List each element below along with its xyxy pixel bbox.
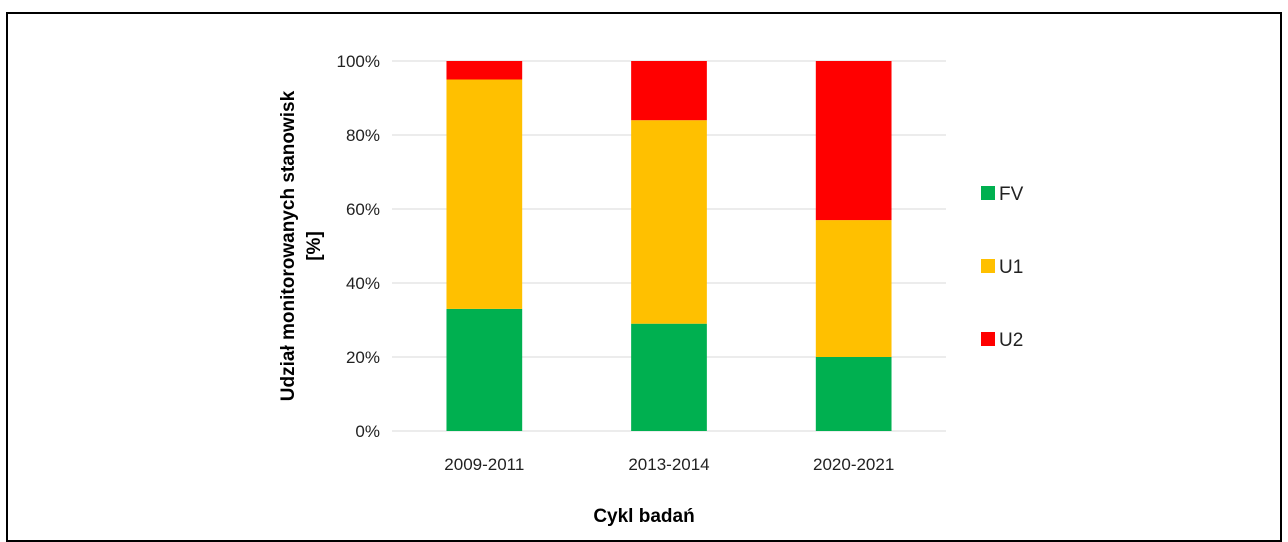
bar-fv-2009-2011	[446, 308, 523, 431]
legend-swatch-u1	[981, 259, 995, 273]
y-tick-labels: 0% 20% 40% 60% 80% 100%	[337, 52, 380, 441]
x-tick-label: 2020-2021	[813, 455, 894, 474]
x-tick-label: 2009-2011	[444, 455, 524, 474]
legend-label-fv: FV	[999, 184, 1024, 205]
bar-fv-2013-2014	[631, 323, 707, 431]
y-tick-label: 80%	[346, 126, 380, 145]
bar-u1-2020-2021	[815, 220, 892, 357]
x-tick-label: 2013-2014	[628, 455, 709, 474]
bar-u2-2009-2011	[446, 61, 523, 80]
legend: FV U1 U2	[981, 184, 1024, 351]
y-axis-title-line-1: Udział monitorowanych stanowisk	[278, 90, 299, 401]
y-tick-label: 0%	[355, 422, 380, 441]
y-tick-label: 20%	[346, 348, 380, 367]
bar-fv-2020-2021	[815, 357, 892, 431]
legend-swatch-fv	[981, 186, 995, 200]
bar-u2-2013-2014	[631, 61, 707, 121]
y-tick-label: 60%	[346, 200, 380, 219]
bars	[446, 61, 892, 431]
x-axis-title: Cykl badań	[593, 506, 694, 527]
bar-u1-2009-2011	[446, 79, 523, 309]
bar-u2-2020-2021	[815, 61, 892, 221]
legend-swatch-u2	[981, 332, 995, 346]
bar-u1-2013-2014	[631, 120, 707, 324]
y-axis-title-line-2: [%]	[304, 231, 325, 261]
legend-label-u1: U1	[999, 257, 1023, 278]
y-tick-label: 100%	[337, 52, 380, 71]
legend-label-u2: U2	[999, 330, 1023, 351]
y-tick-label: 40%	[346, 274, 380, 293]
x-tick-labels: 2009-2011 2013-2014 2020-2021	[444, 455, 894, 474]
stacked-bar-chart: 0% 20% 40% 60% 80% 100% 2009-2011 2013-2014 202…	[278, 52, 1024, 527]
